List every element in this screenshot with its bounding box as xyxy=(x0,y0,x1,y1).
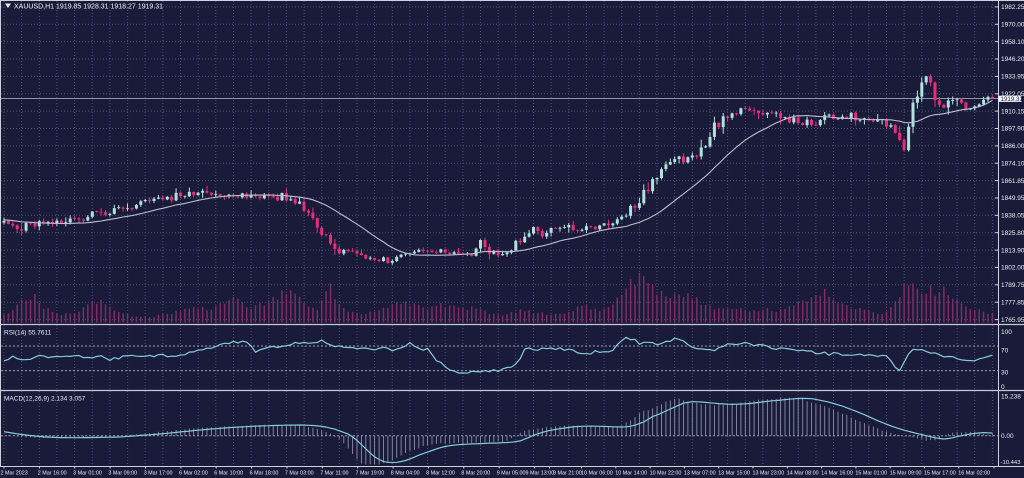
svg-text:1861.85: 1861.85 xyxy=(1001,178,1024,185)
svg-text:13 Mar 23:00: 13 Mar 23:00 xyxy=(753,471,785,477)
svg-text:30: 30 xyxy=(1001,370,1009,377)
svg-text:1886.00: 1886.00 xyxy=(1001,143,1024,150)
svg-text:0.00: 0.00 xyxy=(1001,433,1014,440)
svg-text:7 Mar 19:00: 7 Mar 19:00 xyxy=(356,471,385,477)
svg-text:1910.15: 1910.15 xyxy=(1001,108,1024,115)
svg-text:0: 0 xyxy=(1001,384,1005,391)
svg-text:1970.00: 1970.00 xyxy=(1001,22,1024,29)
svg-text:8 Mar 04:00: 8 Mar 04:00 xyxy=(391,471,420,477)
svg-text:9 Mar 05:00: 9 Mar 05:00 xyxy=(497,471,526,477)
svg-text:1777.85: 1777.85 xyxy=(1001,299,1024,306)
svg-text:1802.00: 1802.00 xyxy=(1001,265,1024,272)
svg-text:6 Mar 02:00: 6 Mar 02:00 xyxy=(179,471,208,477)
svg-text:7 Mar 03:00: 7 Mar 03:00 xyxy=(285,471,314,477)
svg-text:-10.443: -10.443 xyxy=(1001,460,1022,466)
svg-text:70: 70 xyxy=(1001,348,1009,355)
svg-text:9 Mar 13:00: 9 Mar 13:00 xyxy=(526,471,555,477)
svg-text:1789.75: 1789.75 xyxy=(1001,282,1024,289)
svg-text:1897.90: 1897.90 xyxy=(1001,126,1024,133)
svg-text:100: 100 xyxy=(1001,329,1012,336)
svg-text:10 Mar 14:00: 10 Mar 14:00 xyxy=(615,471,647,477)
svg-text:1933.95: 1933.95 xyxy=(1001,74,1024,81)
svg-text:15.238: 15.238 xyxy=(1001,394,1021,401)
svg-text:13 Mar 07:00: 13 Mar 07:00 xyxy=(684,471,716,477)
svg-text:1849.95: 1849.95 xyxy=(1001,195,1024,202)
svg-text:1838.05: 1838.05 xyxy=(1001,213,1024,220)
svg-text:3 Mar 01:00: 3 Mar 01:00 xyxy=(73,471,102,477)
svg-text:MACD(12,26,9) 2.134 3.057: MACD(12,26,9) 2.134 3.057 xyxy=(4,396,86,403)
svg-text:RSI(14) 55.7611: RSI(14) 55.7611 xyxy=(4,330,52,337)
svg-text:1874.10: 1874.10 xyxy=(1001,160,1024,167)
svg-text:15 Mar 01:00: 15 Mar 01:00 xyxy=(855,471,887,477)
svg-text:14 Mar 16:00: 14 Mar 16:00 xyxy=(821,471,853,477)
svg-text:8 Mar 20:00: 8 Mar 20:00 xyxy=(461,471,490,477)
svg-text:2 Mar 2023: 2 Mar 2023 xyxy=(1,471,28,477)
svg-text:XAUUSD,H1 1919.85 1928.31 1918: XAUUSD,H1 1919.85 1928.31 1918.27 1919.3… xyxy=(14,4,163,11)
svg-text:3 Mar 09:00: 3 Mar 09:00 xyxy=(108,471,137,477)
svg-text:3 Mar 17:00: 3 Mar 17:00 xyxy=(144,471,173,477)
svg-text:10 Mar 22:00: 10 Mar 22:00 xyxy=(650,471,682,477)
svg-text:1919.31: 1919.31 xyxy=(1001,96,1024,103)
svg-text:9 Mar 21:00: 9 Mar 21:00 xyxy=(553,471,582,477)
svg-text:14 Mar 08:00: 14 Mar 08:00 xyxy=(787,471,819,477)
svg-text:1958.10: 1958.10 xyxy=(1001,39,1024,46)
svg-text:15 Mar 09:00: 15 Mar 09:00 xyxy=(890,471,922,477)
svg-text:2 Mar 16:00: 2 Mar 16:00 xyxy=(38,471,67,477)
svg-text:15 Mar 17:00: 15 Mar 17:00 xyxy=(924,471,956,477)
svg-text:1825.80: 1825.80 xyxy=(1001,230,1024,237)
svg-text:16 Mar 02:00: 16 Mar 02:00 xyxy=(958,471,990,477)
svg-text:13 Mar 15:00: 13 Mar 15:00 xyxy=(718,471,750,477)
svg-text:1946.20: 1946.20 xyxy=(1001,56,1024,63)
svg-text:6 Mar 10:00: 6 Mar 10:00 xyxy=(214,471,243,477)
svg-text:7 Mar 11:00: 7 Mar 11:00 xyxy=(320,471,348,477)
svg-text:1813.90: 1813.90 xyxy=(1001,247,1024,254)
svg-text:1922.05: 1922.05 xyxy=(1001,91,1024,98)
svg-text:10 Mar 06:00: 10 Mar 06:00 xyxy=(581,471,613,477)
svg-text:1982.25: 1982.25 xyxy=(1001,4,1024,11)
svg-text:1765.95: 1765.95 xyxy=(1001,317,1024,324)
svg-text:8 Mar 12:00: 8 Mar 12:00 xyxy=(426,471,455,477)
svg-text:6 Mar 18:00: 6 Mar 18:00 xyxy=(250,471,279,477)
